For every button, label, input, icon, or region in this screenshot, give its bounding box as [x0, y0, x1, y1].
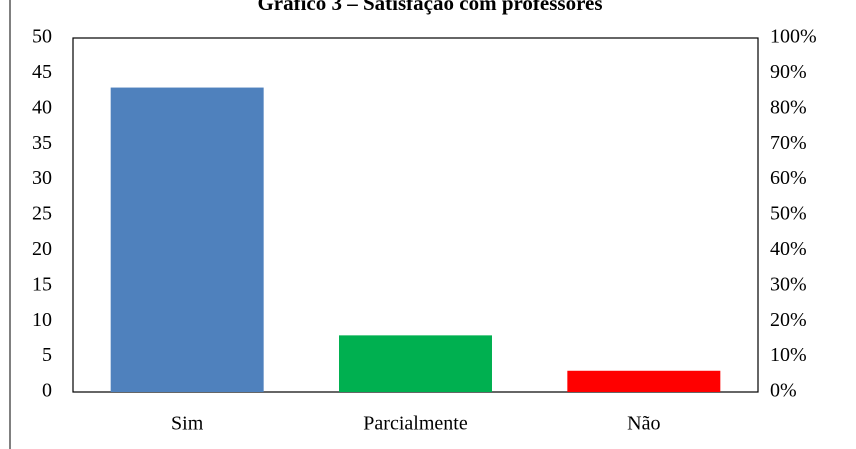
y2-tick-label: 40%	[770, 238, 807, 260]
y2-tick-label: 80%	[770, 96, 807, 118]
x-tick-label: Sim	[171, 413, 204, 435]
y-tick-label: 20	[32, 238, 52, 260]
y2-tick-label: 60%	[770, 167, 807, 189]
y2-tick-label: 10%	[770, 344, 807, 366]
x-tick-label: Não	[627, 413, 660, 435]
y-tick-label: 45	[32, 61, 52, 83]
bar	[110, 87, 264, 392]
y-tick-label: 15	[32, 273, 52, 295]
bar	[567, 370, 721, 392]
y2-tick-label: 50%	[770, 203, 807, 225]
y-tick-label: 50	[32, 26, 52, 48]
y-tick-label: 40	[32, 96, 52, 118]
y2-tick-label: 30%	[770, 273, 807, 295]
y-tick-label: 30	[32, 167, 52, 189]
y-tick-label: 35	[32, 132, 52, 154]
bar	[339, 335, 492, 392]
y-tick-label: 10	[32, 309, 52, 331]
y-tick-label: 0	[42, 380, 52, 402]
y2-tick-label: 100%	[770, 26, 817, 48]
y2-tick-label: 20%	[770, 309, 807, 331]
y2-tick-label: 0%	[770, 380, 797, 402]
x-tick-label: Parcialmente	[363, 413, 468, 435]
y2-tick-label: 70%	[770, 132, 807, 154]
y2-tick-label: 90%	[770, 61, 807, 83]
y-tick-label: 25	[32, 203, 52, 225]
y-tick-label: 5	[42, 344, 52, 366]
chart-title: Gráfico 3 – Satisfação com professores	[257, 0, 602, 15]
